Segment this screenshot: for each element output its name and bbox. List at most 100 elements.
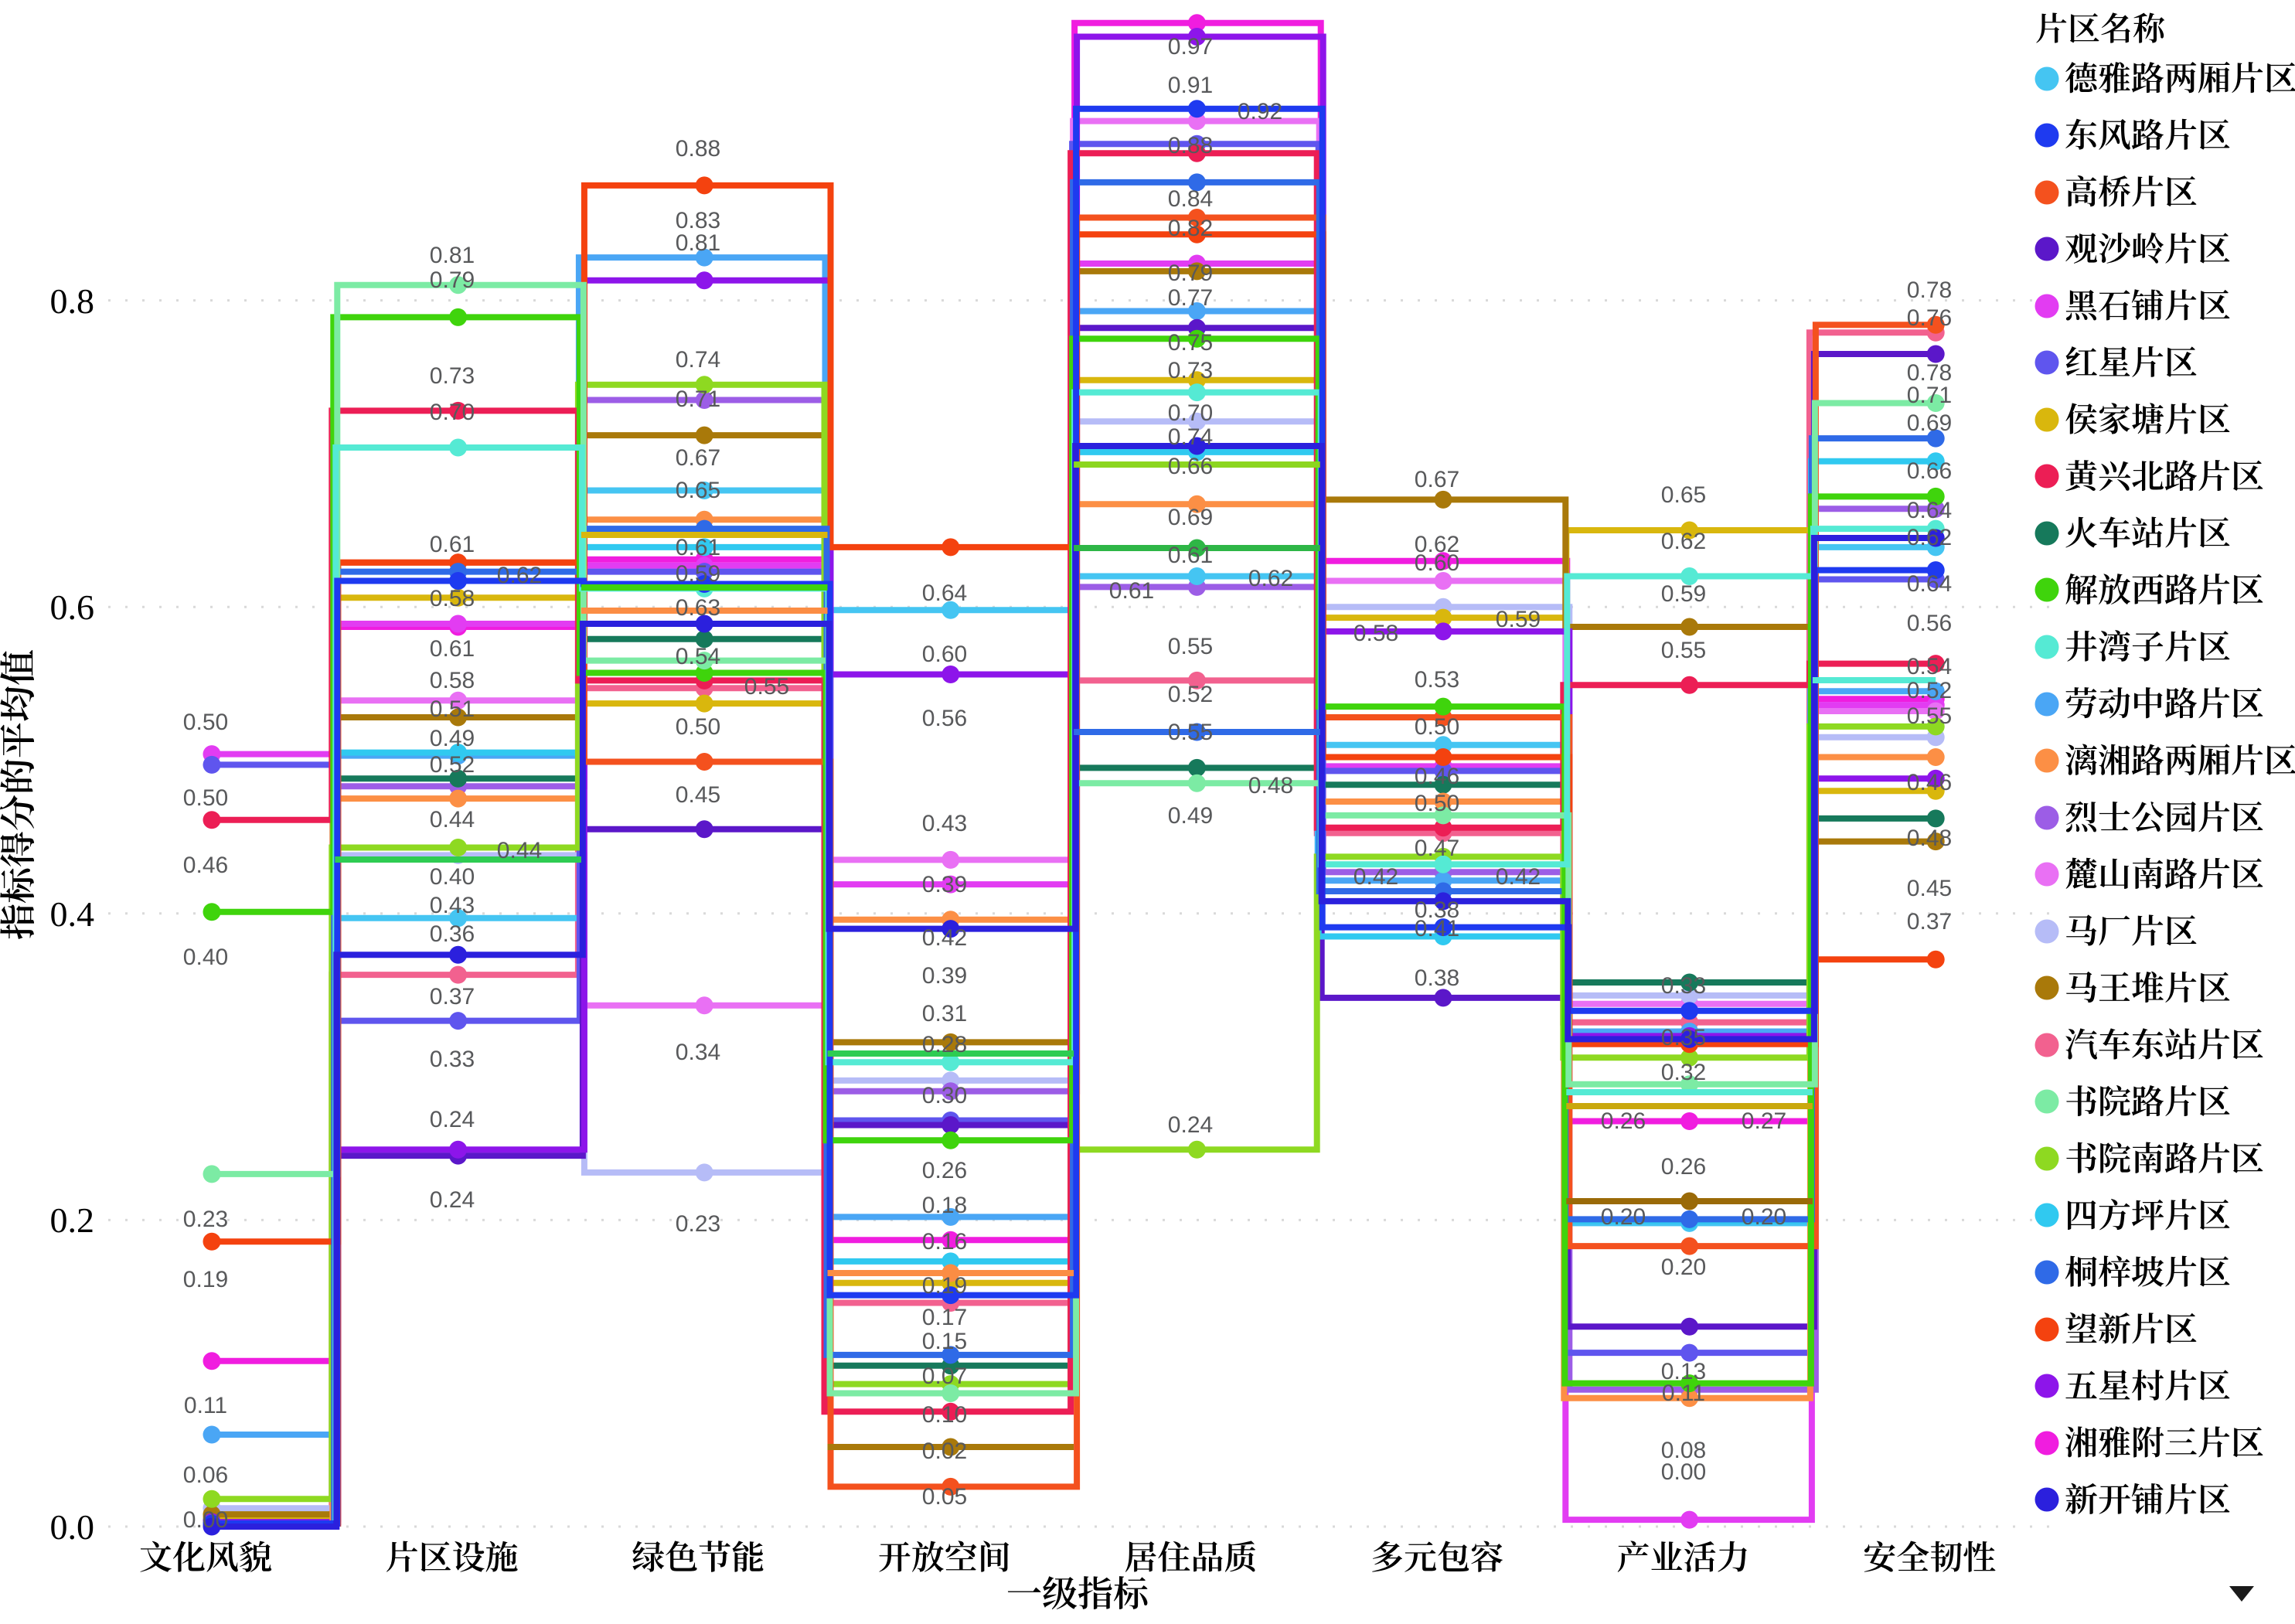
svg-text:0.56: 0.56 xyxy=(1907,611,1952,636)
svg-text:0.62: 0.62 xyxy=(497,563,542,588)
svg-text:0.61: 0.61 xyxy=(430,636,475,662)
svg-text:0.61: 0.61 xyxy=(676,535,720,560)
svg-text:0.55: 0.55 xyxy=(1907,703,1952,729)
svg-text:0.62: 0.62 xyxy=(1248,566,1293,591)
svg-text:0.45: 0.45 xyxy=(1907,876,1952,901)
svg-text:0.24: 0.24 xyxy=(430,1187,475,1213)
svg-text:0.59: 0.59 xyxy=(1661,581,1706,607)
svg-text:0.64: 0.64 xyxy=(1907,498,1952,523)
svg-text:0.18: 0.18 xyxy=(922,1193,967,1218)
svg-text:0.60: 0.60 xyxy=(922,642,967,667)
svg-text:0.79: 0.79 xyxy=(1168,260,1213,286)
svg-text:0.37: 0.37 xyxy=(1907,909,1952,935)
svg-text:0.62: 0.62 xyxy=(1661,529,1706,554)
svg-text:0.77: 0.77 xyxy=(1168,285,1213,311)
svg-text:0.50: 0.50 xyxy=(1415,714,1459,740)
svg-text:0.56: 0.56 xyxy=(922,706,967,731)
svg-text:0.52: 0.52 xyxy=(1907,678,1952,703)
svg-text:0.74: 0.74 xyxy=(676,347,720,373)
svg-text:0.48: 0.48 xyxy=(1907,826,1952,851)
svg-text:0.6: 0.6 xyxy=(50,587,95,627)
svg-text:0.20: 0.20 xyxy=(1742,1204,1786,1230)
svg-text:0.39: 0.39 xyxy=(922,963,967,989)
svg-text:0.79: 0.79 xyxy=(430,267,475,293)
svg-text:0.19: 0.19 xyxy=(922,1273,967,1299)
svg-text:0.55: 0.55 xyxy=(744,674,789,700)
svg-text:0.33: 0.33 xyxy=(430,1047,475,1072)
svg-text:0.20: 0.20 xyxy=(1661,1255,1706,1280)
svg-text:0.60: 0.60 xyxy=(1415,550,1459,576)
svg-text:0.88: 0.88 xyxy=(1168,133,1213,158)
svg-text:0.11: 0.11 xyxy=(184,1393,227,1418)
svg-text:0.2: 0.2 xyxy=(50,1200,95,1240)
svg-text:0.58: 0.58 xyxy=(430,668,475,693)
svg-text:0.84: 0.84 xyxy=(1168,186,1213,212)
svg-text:0.24: 0.24 xyxy=(1168,1112,1213,1138)
svg-text:0.17: 0.17 xyxy=(922,1305,967,1330)
svg-text:0.50: 0.50 xyxy=(676,714,720,740)
svg-text:0.32: 0.32 xyxy=(1661,1060,1706,1085)
svg-text:0.11: 0.11 xyxy=(1662,1381,1705,1406)
svg-text:0.8: 0.8 xyxy=(50,281,95,321)
svg-text:0.45: 0.45 xyxy=(676,782,720,808)
svg-text:0.42: 0.42 xyxy=(922,925,967,951)
svg-text:0.4: 0.4 xyxy=(50,894,95,934)
svg-text:0.46: 0.46 xyxy=(1415,764,1459,789)
svg-text:0.24: 0.24 xyxy=(430,1107,475,1132)
svg-text:0.30: 0.30 xyxy=(922,1083,967,1108)
svg-text:0.46: 0.46 xyxy=(1907,770,1952,795)
svg-text:0.06: 0.06 xyxy=(183,1462,228,1488)
svg-text:0.91: 0.91 xyxy=(1168,73,1213,98)
svg-text:0.69: 0.69 xyxy=(1168,505,1213,530)
svg-text:0.40: 0.40 xyxy=(183,945,228,970)
svg-text:0.92: 0.92 xyxy=(1238,99,1282,124)
svg-text:0.66: 0.66 xyxy=(1907,458,1952,484)
svg-text:0.70: 0.70 xyxy=(430,400,475,425)
svg-text:0.16: 0.16 xyxy=(922,1229,967,1255)
svg-text:0.61: 0.61 xyxy=(1168,543,1213,568)
svg-text:0.73: 0.73 xyxy=(1168,358,1213,383)
svg-text:0.44: 0.44 xyxy=(497,838,542,863)
svg-text:0.82: 0.82 xyxy=(1168,216,1213,241)
svg-text:0.54: 0.54 xyxy=(676,644,720,669)
svg-text:0.28: 0.28 xyxy=(922,1032,967,1057)
svg-text:0.41: 0.41 xyxy=(1415,916,1459,941)
svg-text:0.83: 0.83 xyxy=(676,208,720,233)
svg-text:0.20: 0.20 xyxy=(1601,1204,1646,1230)
svg-text:0.54: 0.54 xyxy=(1907,654,1952,679)
svg-text:0.43: 0.43 xyxy=(922,811,967,836)
svg-text:0.0: 0.0 xyxy=(50,1507,95,1547)
svg-text:0.78: 0.78 xyxy=(1907,360,1952,386)
svg-text:0.78: 0.78 xyxy=(1907,277,1952,303)
svg-text:0.23: 0.23 xyxy=(676,1211,720,1237)
svg-text:0.27: 0.27 xyxy=(1742,1108,1786,1134)
svg-text:0.52: 0.52 xyxy=(430,752,475,778)
svg-text:0.13: 0.13 xyxy=(1661,1359,1706,1384)
svg-text:0.38: 0.38 xyxy=(1415,897,1459,923)
svg-text:0.62: 0.62 xyxy=(1415,532,1459,557)
svg-text:0.71: 0.71 xyxy=(1907,383,1952,408)
svg-text:0.64: 0.64 xyxy=(1907,571,1952,597)
svg-text:0.75: 0.75 xyxy=(1168,330,1213,356)
svg-text:0.19: 0.19 xyxy=(183,1267,228,1292)
svg-text:0.69: 0.69 xyxy=(1907,410,1952,436)
svg-text:0.81: 0.81 xyxy=(676,230,720,256)
svg-text:0.67: 0.67 xyxy=(676,445,720,471)
svg-text:0.31: 0.31 xyxy=(922,1001,967,1026)
svg-text:0.97: 0.97 xyxy=(1168,34,1213,60)
svg-text:0.46: 0.46 xyxy=(183,853,228,878)
svg-text:0.55: 0.55 xyxy=(1168,634,1213,659)
svg-text:0.05: 0.05 xyxy=(922,1484,967,1510)
svg-text:0.33: 0.33 xyxy=(1661,973,1706,999)
svg-text:0.55: 0.55 xyxy=(1661,638,1706,663)
svg-text:0.26: 0.26 xyxy=(1601,1108,1646,1134)
svg-text:0.43: 0.43 xyxy=(430,893,475,918)
svg-text:0.64: 0.64 xyxy=(922,580,967,606)
svg-text:0.52: 0.52 xyxy=(1168,682,1213,707)
svg-text:0.42: 0.42 xyxy=(1354,864,1398,890)
svg-text:0.50: 0.50 xyxy=(183,710,228,735)
svg-text:0.61: 0.61 xyxy=(1109,578,1154,604)
svg-text:0.88: 0.88 xyxy=(676,136,720,162)
svg-text:0.73: 0.73 xyxy=(430,363,475,389)
svg-text:0.40: 0.40 xyxy=(430,864,475,890)
